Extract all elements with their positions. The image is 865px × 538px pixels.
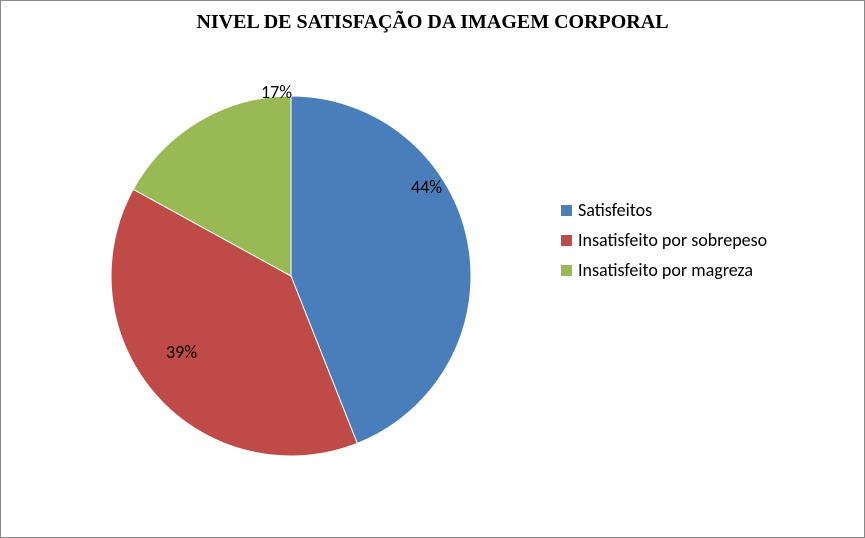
pie-slices: [111, 96, 471, 456]
chart-frame: NIVEL DE SATISFAÇÃO DA IMAGEM CORPORAL 4…: [0, 0, 865, 538]
legend-label-0: Satisfeitos: [578, 199, 652, 221]
legend-label-1: Insatisfeito por sobrepeso: [578, 229, 767, 251]
slice-label-0: 44%: [411, 176, 442, 198]
legend-label-2: Insatisfeito por magreza: [578, 259, 753, 281]
legend: Satisfeitos Insatisfeito por sobrepeso I…: [561, 191, 767, 289]
legend-item-0: Satisfeitos: [561, 199, 767, 221]
plot-area: 44% 39% 17%: [51, 56, 531, 496]
chart-title: NIVEL DE SATISFAÇÃO DA IMAGEM CORPORAL: [1, 11, 864, 34]
legend-swatch-1: [561, 235, 572, 246]
legend-swatch-0: [561, 205, 572, 216]
legend-swatch-2: [561, 265, 572, 276]
slice-label-1: 39%: [166, 341, 197, 363]
legend-item-2: Insatisfeito por magreza: [561, 259, 767, 281]
pie-chart: [51, 56, 531, 496]
slice-label-2: 17%: [261, 81, 292, 103]
legend-item-1: Insatisfeito por sobrepeso: [561, 229, 767, 251]
